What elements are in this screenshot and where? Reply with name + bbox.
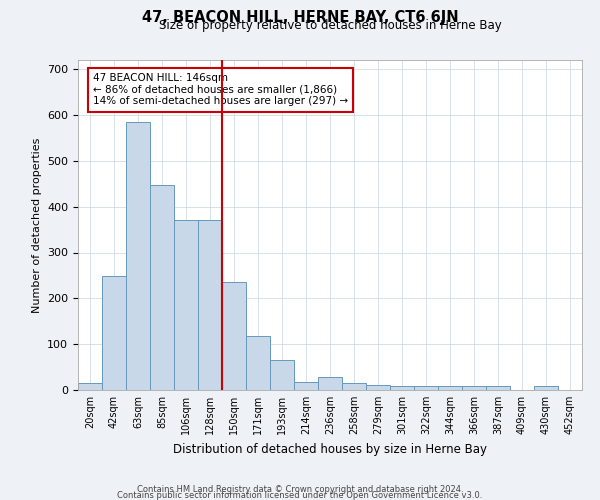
Bar [126, 122, 150, 390]
Bar [318, 377, 342, 390]
Bar [438, 386, 462, 390]
Bar [462, 386, 486, 390]
Bar [270, 360, 294, 390]
Bar [294, 382, 318, 390]
Bar [342, 383, 366, 390]
Bar [390, 386, 414, 390]
Text: Contains HM Land Registry data © Crown copyright and database right 2024.: Contains HM Land Registry data © Crown c… [137, 485, 463, 494]
Bar [102, 276, 126, 390]
Bar [222, 282, 246, 390]
Bar [198, 220, 222, 390]
Bar [534, 386, 558, 390]
X-axis label: Distribution of detached houses by size in Herne Bay: Distribution of detached houses by size … [173, 442, 487, 456]
Title: Size of property relative to detached houses in Herne Bay: Size of property relative to detached ho… [158, 20, 502, 32]
Text: 47 BEACON HILL: 146sqm
← 86% of detached houses are smaller (1,866)
14% of semi-: 47 BEACON HILL: 146sqm ← 86% of detached… [93, 73, 348, 106]
Bar [486, 386, 510, 390]
Text: Contains public sector information licensed under the Open Government Licence v3: Contains public sector information licen… [118, 491, 482, 500]
Bar [414, 386, 438, 390]
Y-axis label: Number of detached properties: Number of detached properties [32, 138, 41, 312]
Bar [246, 336, 270, 390]
Text: 47, BEACON HILL, HERNE BAY, CT6 6JN: 47, BEACON HILL, HERNE BAY, CT6 6JN [142, 10, 458, 25]
Bar [366, 386, 390, 390]
Bar [150, 184, 174, 390]
Bar [174, 220, 198, 390]
Bar [78, 383, 102, 390]
